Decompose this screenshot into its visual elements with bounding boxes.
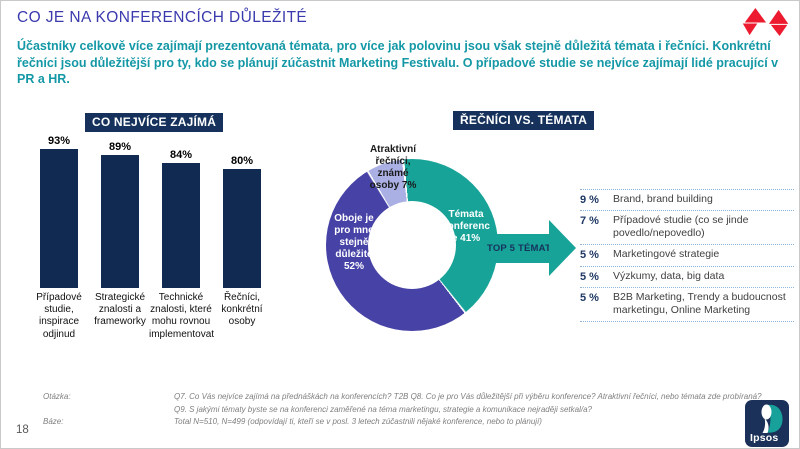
list-item: 5 % Marketingové strategie — [580, 245, 794, 267]
bar-chart: 93% 89% 84% 80% — [34, 130, 267, 288]
bar-category-label: Řečníci, konkrétní osoby — [221, 292, 263, 328]
bar-rect — [40, 149, 78, 288]
key-findings-text: Účastníky celkově více zajímají prezento… — [17, 39, 779, 87]
item-percent: 5 % — [580, 249, 599, 262]
list-item: 5 % Výzkumy, data, big data — [580, 267, 794, 288]
item-percent: 7 % — [580, 215, 599, 228]
base-text: Total N=510, N=499 (odpovídají ti, kteří… — [174, 417, 542, 426]
bar-rect — [101, 155, 139, 288]
bar-rect — [162, 163, 200, 288]
list-item: 7 % Případové studie (co se jinde povedl… — [580, 211, 794, 246]
page-title: CO JE NA KONFERENCÍCH DŮLEŽITÉ — [17, 9, 308, 26]
donut-slice-label-temata: Témata konference 41% — [442, 209, 490, 244]
item-label: Případové studie (co se jinde povedlo/ne… — [613, 214, 749, 240]
ipsos-logo: Ipsos — [745, 400, 789, 447]
question-text-line2: Q9. S jakými tématy byste se na konferen… — [174, 404, 592, 414]
bar-category-label: Případové studie, inspirace odjinud — [36, 292, 82, 340]
bar-chart-title-badge: CO NEJVÍCE ZAJÍMÁ — [85, 113, 224, 132]
question-text-line1: Q7. Co Vás nejvíce zajímá na přednáškách… — [174, 392, 762, 401]
bar-chart-category-labels: Případové studie, inspirace odjinud Stra… — [34, 292, 267, 341]
page-number: 18 — [16, 424, 29, 436]
arrow-head-icon — [549, 220, 576, 276]
question-label: Otázka: — [43, 392, 71, 401]
bar-value: 80% — [230, 155, 254, 167]
bar-category-label: Strategické znalosti a frameworky — [94, 292, 146, 328]
item-percent: 9 % — [580, 194, 599, 206]
item-label: Marketingové strategie — [613, 248, 720, 261]
list-item: 9 % Brand, brand building — [580, 190, 794, 212]
bar-value: 89% — [108, 141, 132, 153]
donut-chart-title-badge: ŘEČNÍCI VS. TÉMATA — [453, 111, 595, 130]
ipsos-logo-icon — [745, 400, 789, 447]
donut-hole — [368, 201, 456, 289]
footnotes: Otázka: Q7. Co Vás nejvíce zajímá na pře… — [43, 391, 794, 429]
bar-column: 89% — [95, 141, 145, 288]
item-label: Brand, brand building — [613, 193, 713, 205]
item-label: Výzkumy, data, big data — [613, 269, 725, 282]
donut-slice-label-oboje: Oboje je pro mne stejně důležité 52% — [334, 213, 374, 272]
bar-rect — [223, 169, 261, 288]
bar-value: 93% — [47, 135, 71, 147]
bar-column: 80% — [217, 155, 267, 288]
item-label: B2B Marketing, Trendy a budoucnost marke… — [613, 290, 786, 316]
ipsos-brand-text: Ipsos — [750, 432, 779, 444]
bar-value: 84% — [169, 149, 193, 161]
marketing-festival-logo-icon — [742, 7, 789, 37]
donut-chart: Témata konference 41% Oboje je pro mne s… — [326, 144, 498, 331]
bar-category-label: Technické znalosti, které mohu rovnou im… — [149, 292, 215, 340]
list-item: 5 % B2B Marketing, Trendy a budoucnost m… — [580, 288, 794, 322]
arrow-label: TOP 5 TÉMAT — [487, 242, 551, 254]
item-percent: 5 % — [580, 270, 599, 283]
arrow-body: TOP 5 TÉMAT — [487, 233, 551, 263]
bar-column: 93% — [34, 135, 84, 288]
bar-column: 84% — [156, 149, 206, 288]
top5-arrow: TOP 5 TÉMAT — [487, 220, 576, 276]
donut-slice-label-atraktivni: Atraktivní řečníci, známé osoby 7% — [369, 144, 417, 191]
top5-list: 9 % Brand, brand building 7 % Případové … — [580, 189, 794, 322]
item-percent: 5 % — [580, 291, 599, 304]
base-label: Báze: — [43, 417, 64, 426]
